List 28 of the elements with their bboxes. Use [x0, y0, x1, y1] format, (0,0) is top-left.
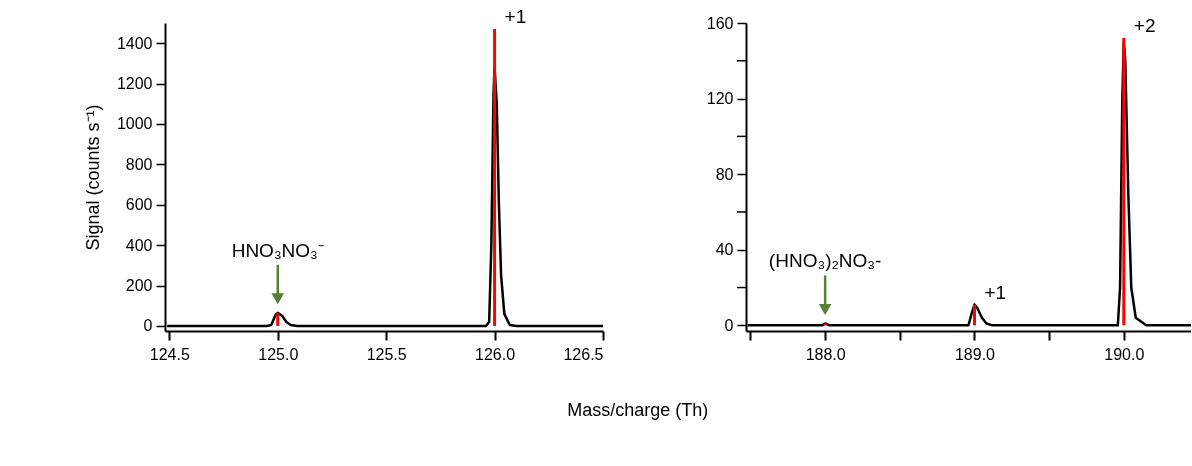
y-tick-label: 1400	[116, 34, 153, 52]
annotation: +1	[984, 281, 1007, 303]
annotation: +1	[504, 6, 527, 28]
x-tick-label: 189.0	[954, 345, 996, 363]
x-axis-title: Mass/charge (Th)	[567, 400, 709, 420]
annotation: (HNO₃)₂NO₃-	[768, 250, 882, 272]
y-tick-label: 0	[143, 317, 153, 335]
y-tick-label: 200	[125, 277, 153, 295]
x-tick-label: 126.5	[563, 345, 604, 363]
y-tick-label: 1200	[116, 75, 153, 93]
x-tick-label: 125.0	[258, 345, 299, 363]
y-tick-label: 0	[724, 316, 734, 334]
annotation: +2	[1133, 15, 1156, 37]
y-tick-label: 40	[715, 241, 734, 259]
y-tick-label: 400	[125, 236, 153, 254]
y-tick-label: 80	[715, 165, 734, 183]
y-axis-title: Signal (counts s⁻¹)	[82, 104, 103, 251]
y-tick-label: 160	[706, 14, 734, 32]
x-tick-label: 190.0	[1104, 345, 1145, 363]
y-tick-label: 800	[125, 155, 153, 173]
y-tick-label: 1000	[116, 115, 153, 133]
x-tick-label: 124.5	[149, 345, 190, 363]
x-tick-label: 125.5	[366, 345, 407, 363]
y-tick-label: 120	[706, 90, 734, 108]
y-tick-label: 600	[125, 196, 153, 214]
annotation: HNO₃NO₃⁻	[231, 239, 324, 261]
x-tick-label: 188.0	[805, 345, 846, 363]
x-tick-label: 126.0	[475, 345, 516, 363]
